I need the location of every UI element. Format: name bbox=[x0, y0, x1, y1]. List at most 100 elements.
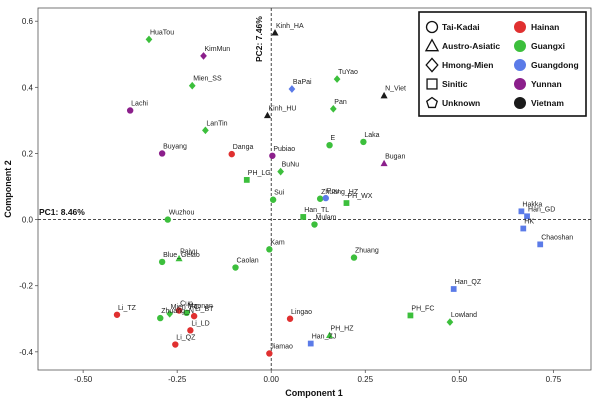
point-label-bapai: BaPai bbox=[293, 79, 312, 86]
point-label-danga: Danga bbox=[233, 144, 254, 151]
point-li-tz bbox=[113, 311, 121, 318]
point-label-kinh-ha: Kinh_HA bbox=[276, 23, 304, 30]
point-label-lowland: Lowland bbox=[451, 312, 477, 319]
point-label-n-viet: N_Viet bbox=[385, 86, 406, 93]
point-label-jiamao: Jiamao bbox=[270, 343, 293, 350]
legend-shape-label-sinitic: Sinitic bbox=[442, 79, 468, 89]
point-li-qz bbox=[172, 341, 179, 348]
point-label-cun: Cun bbox=[180, 300, 193, 307]
x-tick-label: 0.25 bbox=[357, 375, 373, 384]
x-tick-label: -0.50 bbox=[74, 375, 93, 384]
point-label-mien-fc: Mien_FC bbox=[171, 304, 199, 311]
point-label-kam: Kam bbox=[270, 239, 285, 246]
point-bunu bbox=[277, 167, 285, 176]
point-paiyu bbox=[175, 254, 183, 262]
point-label-maonan: Maonan bbox=[188, 303, 213, 310]
point-danga bbox=[228, 150, 235, 158]
legend-region-label-guangdong: Guangdong bbox=[531, 60, 579, 70]
reference-lines bbox=[38, 8, 591, 370]
point-label-han-tl: Han_TL bbox=[304, 207, 329, 214]
point-label-sui: Sui bbox=[274, 190, 285, 197]
point-kinh-hu bbox=[263, 111, 271, 119]
point-label-han-qz: Han_QZ bbox=[455, 279, 482, 286]
y-tick-label: 0.4 bbox=[22, 83, 34, 92]
point-pan bbox=[329, 104, 337, 113]
point-zhuang-hz bbox=[316, 195, 324, 202]
point-label-buyang: Buyang bbox=[163, 143, 187, 150]
point-bugan bbox=[380, 159, 388, 167]
point-label-ph-lg: PH_LG bbox=[248, 170, 271, 177]
point-label-e: E bbox=[331, 135, 336, 142]
y-axis-title: Component 2 bbox=[3, 160, 13, 218]
point-wuzhou bbox=[164, 216, 171, 223]
point-label-chaoshan: Chaoshan bbox=[541, 234, 573, 241]
legend-shape-hmong-mien bbox=[425, 57, 439, 73]
point-label-zhuang: Zhuang bbox=[355, 248, 379, 255]
point-han-gd bbox=[524, 213, 530, 220]
y-tick-label: 0.2 bbox=[22, 149, 34, 158]
point-ph-hz bbox=[326, 331, 334, 339]
point-cun bbox=[175, 307, 183, 314]
point-label-caolan: Caolan bbox=[237, 258, 259, 265]
point-label-ph-hz: PH_HZ bbox=[331, 325, 355, 332]
pc2-label: PC2: 7.46% bbox=[254, 16, 264, 62]
point-label-pubiao: Pubiao bbox=[273, 146, 295, 153]
legend-box bbox=[418, 11, 587, 117]
point-pubiao bbox=[269, 152, 276, 159]
point-label-bunu: BuNu bbox=[282, 162, 300, 169]
point-label-pou: Pou bbox=[327, 188, 340, 195]
point-label-han-zj: Han_ZJ bbox=[312, 334, 337, 341]
x-axis-title: Component 1 bbox=[285, 388, 343, 398]
point-label-hk: HK bbox=[524, 219, 534, 226]
point-label-li-ld: Li_LD bbox=[191, 320, 209, 327]
point-label-huatou: HuaTou bbox=[150, 29, 174, 36]
point-label-ph-wx: PH_WX bbox=[347, 193, 372, 200]
point-label-li-bt: Li_BT bbox=[195, 306, 214, 313]
point-mien-ss bbox=[188, 81, 196, 90]
pc1-label: PC1: 8.46% bbox=[39, 207, 85, 217]
point-label-ph-fc: PH_FC bbox=[411, 305, 434, 312]
point-han-tl bbox=[300, 214, 307, 220]
legend-shape-austro-asiatic bbox=[424, 38, 440, 52]
point-caolan bbox=[232, 264, 239, 271]
point-tuyao bbox=[333, 75, 341, 83]
point-han-zj bbox=[307, 340, 314, 347]
point-label-han-gd: Han_GD bbox=[528, 206, 555, 213]
point-label-li-qz: Li_QZ bbox=[176, 335, 196, 342]
point-label-hakka: Hakka bbox=[522, 201, 542, 208]
point-han-qz bbox=[450, 286, 457, 292]
legend-region-entries: Hainan Guangxi Guangdong Yunnan Vietnam bbox=[514, 21, 579, 109]
point-sui bbox=[269, 196, 277, 203]
legend-shape-sinitic bbox=[426, 78, 438, 90]
point-lantin bbox=[202, 126, 209, 135]
point-hk bbox=[520, 225, 527, 232]
point-laka bbox=[360, 138, 367, 146]
legend-region-swatch-vietnam bbox=[514, 97, 526, 109]
legend-region-swatch-hainan bbox=[514, 21, 526, 33]
point-bapai bbox=[288, 85, 296, 93]
legend-region-label-hainan: Hainan bbox=[531, 22, 559, 32]
plot-frame bbox=[37, 7, 592, 371]
point-li-ld bbox=[187, 327, 194, 334]
legend-shape-label-unknown: Unknown bbox=[442, 98, 480, 108]
point-lachi bbox=[126, 107, 134, 114]
point-lowland bbox=[446, 318, 454, 326]
ticks: -0.50 -0.25 0.00 0.25 0.50 0.75 -0.4 -0.2 0.0 0.2… bbox=[19, 17, 562, 384]
point-ph-fc bbox=[407, 312, 414, 319]
y-tick-label: -0.2 bbox=[19, 282, 33, 291]
legend-region-swatch-yunnan bbox=[514, 78, 526, 90]
legend-shape-tai-kadai bbox=[425, 20, 439, 34]
point-mulam bbox=[311, 221, 318, 228]
x-tick-label: -0.25 bbox=[168, 375, 187, 384]
point-huatou bbox=[145, 35, 153, 44]
point-lingao bbox=[286, 315, 294, 322]
point-label-li-tz: Li_TZ bbox=[118, 305, 137, 312]
point-chaoshan bbox=[537, 241, 544, 248]
point-label-zhuang-n: Zhuang_N bbox=[161, 308, 194, 315]
point-kinh-ha bbox=[271, 29, 279, 36]
y-tick-label: 0.6 bbox=[22, 17, 34, 26]
point-maonan bbox=[183, 309, 190, 317]
legend-region-label-yunnan: Yunnan bbox=[531, 79, 562, 89]
point-label-zhuang-hz: Zhuang_HZ bbox=[321, 189, 359, 196]
